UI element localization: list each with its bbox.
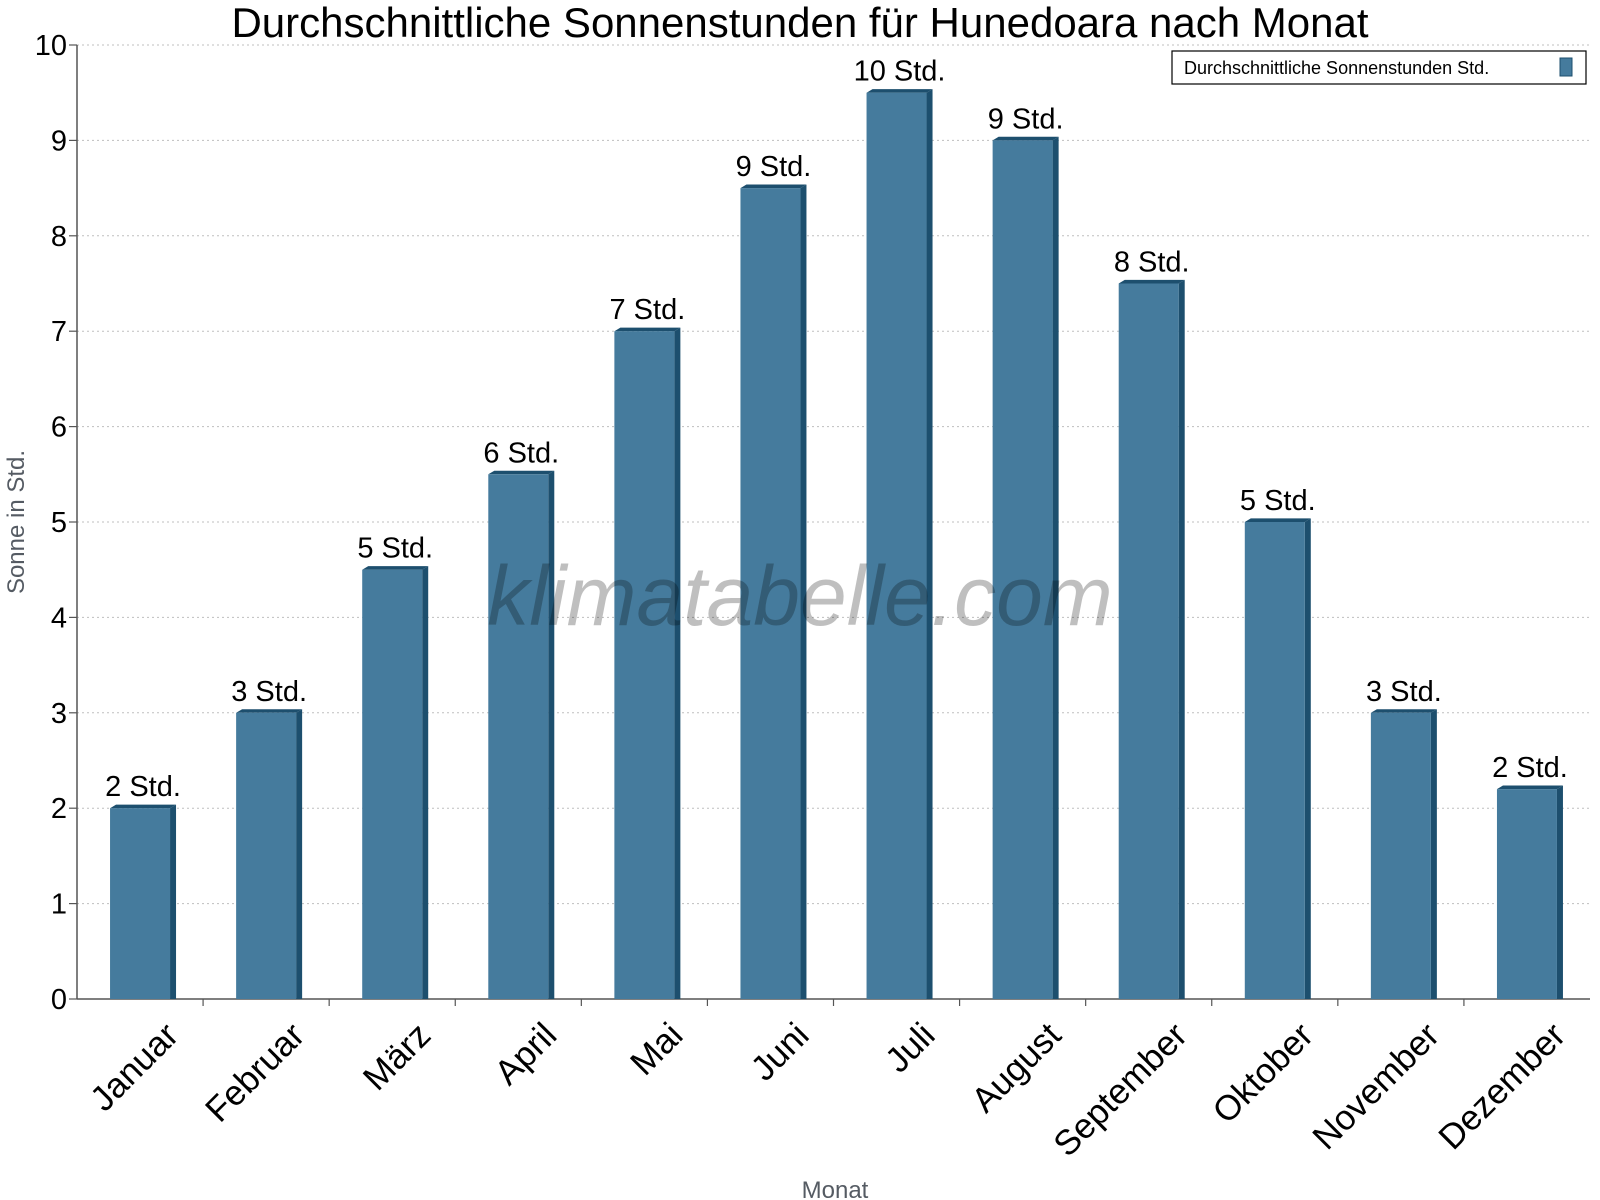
bar-side bbox=[422, 566, 429, 999]
legend-box bbox=[1171, 50, 1587, 85]
y-tick-label: 4 bbox=[51, 602, 67, 634]
bar-top bbox=[1496, 785, 1563, 790]
bar-face bbox=[614, 331, 675, 999]
data-label: 6 Std. bbox=[483, 437, 559, 469]
bar-top bbox=[110, 804, 177, 809]
bar-top bbox=[1118, 279, 1185, 284]
data-label: 2 Std. bbox=[1492, 752, 1568, 784]
bar-face bbox=[1244, 522, 1305, 999]
data-label: 9 Std. bbox=[988, 103, 1064, 135]
bar-face bbox=[866, 92, 927, 999]
legend-label: Durchschnittliche Sonnenstunden Std. bbox=[1184, 58, 1489, 78]
chart-title: Durchschnittliche Sonnenstunden für Hune… bbox=[231, 0, 1368, 46]
y-tick-label: 5 bbox=[51, 507, 67, 539]
data-label: 2 Std. bbox=[105, 771, 181, 803]
bar-side bbox=[1556, 785, 1563, 999]
y-tick-label: 0 bbox=[51, 984, 67, 1016]
y-tick-label: 3 bbox=[51, 698, 67, 730]
bar-side bbox=[674, 327, 681, 1000]
bar-side bbox=[296, 709, 303, 999]
bar-side bbox=[170, 804, 177, 999]
bars bbox=[110, 89, 1563, 1000]
bar-face bbox=[992, 140, 1053, 999]
data-label: 10 Std. bbox=[854, 56, 946, 88]
bar-side bbox=[1178, 279, 1185, 999]
bar bbox=[362, 566, 429, 999]
x-axis-label: Monat bbox=[802, 1177, 869, 1200]
bar-side bbox=[800, 184, 807, 999]
gridlines bbox=[77, 44, 1590, 905]
y-tick-label: 9 bbox=[51, 125, 67, 157]
y-tick-label: 8 bbox=[51, 221, 67, 253]
bar-face bbox=[236, 712, 297, 999]
bar-face bbox=[1118, 283, 1179, 999]
data-label: 8 Std. bbox=[1114, 247, 1190, 279]
data-label: 9 Std. bbox=[736, 151, 812, 183]
y-axis-label: Sonne in Std. bbox=[3, 450, 30, 594]
bar-top bbox=[740, 184, 807, 189]
legend: Durchschnittliche Sonnenstunden Std. bbox=[1171, 50, 1587, 85]
data-label: 3 Std. bbox=[1366, 676, 1442, 708]
bar-top bbox=[614, 327, 681, 332]
y-axis-ticks: 0 1 2 3 4 5 6 7 8 9 10 bbox=[35, 30, 77, 1016]
bar-top bbox=[866, 89, 933, 93]
bar-top bbox=[1244, 518, 1311, 522]
bar bbox=[1370, 709, 1437, 999]
bar-face bbox=[1496, 789, 1557, 999]
bar-face bbox=[110, 808, 171, 999]
bar-top bbox=[488, 470, 555, 475]
bar-top bbox=[236, 709, 303, 713]
bar bbox=[110, 804, 177, 999]
data-labels: 2 Std. 3 Std. 5 Std. 6 Std. 7 Std. 9 Std. 10 S… bbox=[105, 56, 1568, 804]
y-tick-label: 10 bbox=[35, 30, 67, 62]
bar bbox=[614, 327, 681, 1000]
data-label: 3 Std. bbox=[231, 676, 307, 708]
bar-side bbox=[1430, 709, 1437, 999]
data-label: 5 Std. bbox=[1240, 485, 1316, 517]
bar bbox=[1244, 518, 1311, 999]
legend-swatch bbox=[1559, 57, 1573, 77]
bar-side bbox=[1052, 136, 1059, 1000]
bar-face bbox=[488, 474, 549, 999]
data-label: 7 Std. bbox=[609, 294, 685, 326]
bar bbox=[236, 709, 303, 999]
bar-side bbox=[926, 89, 933, 1000]
bar-face bbox=[740, 188, 801, 1000]
bar bbox=[1496, 785, 1563, 999]
y-tick-label: 2 bbox=[51, 793, 67, 825]
bar bbox=[1118, 279, 1185, 999]
y-tick-label: 6 bbox=[51, 412, 67, 444]
data-label: 5 Std. bbox=[357, 533, 433, 565]
bar bbox=[488, 470, 555, 999]
bar bbox=[740, 184, 807, 1000]
bar-face bbox=[362, 569, 423, 999]
bar-top bbox=[992, 136, 1059, 141]
bar-face bbox=[1370, 712, 1431, 999]
bar-top bbox=[362, 566, 429, 570]
y-tick-label: 1 bbox=[51, 889, 67, 921]
bar-side bbox=[548, 470, 555, 999]
bar bbox=[992, 136, 1059, 1000]
y-tick-label: 7 bbox=[51, 316, 67, 348]
watermark: klimatabelle.com bbox=[487, 549, 1113, 643]
bar-side bbox=[1304, 518, 1311, 999]
bar-top bbox=[1370, 709, 1437, 713]
bar bbox=[866, 89, 933, 1000]
